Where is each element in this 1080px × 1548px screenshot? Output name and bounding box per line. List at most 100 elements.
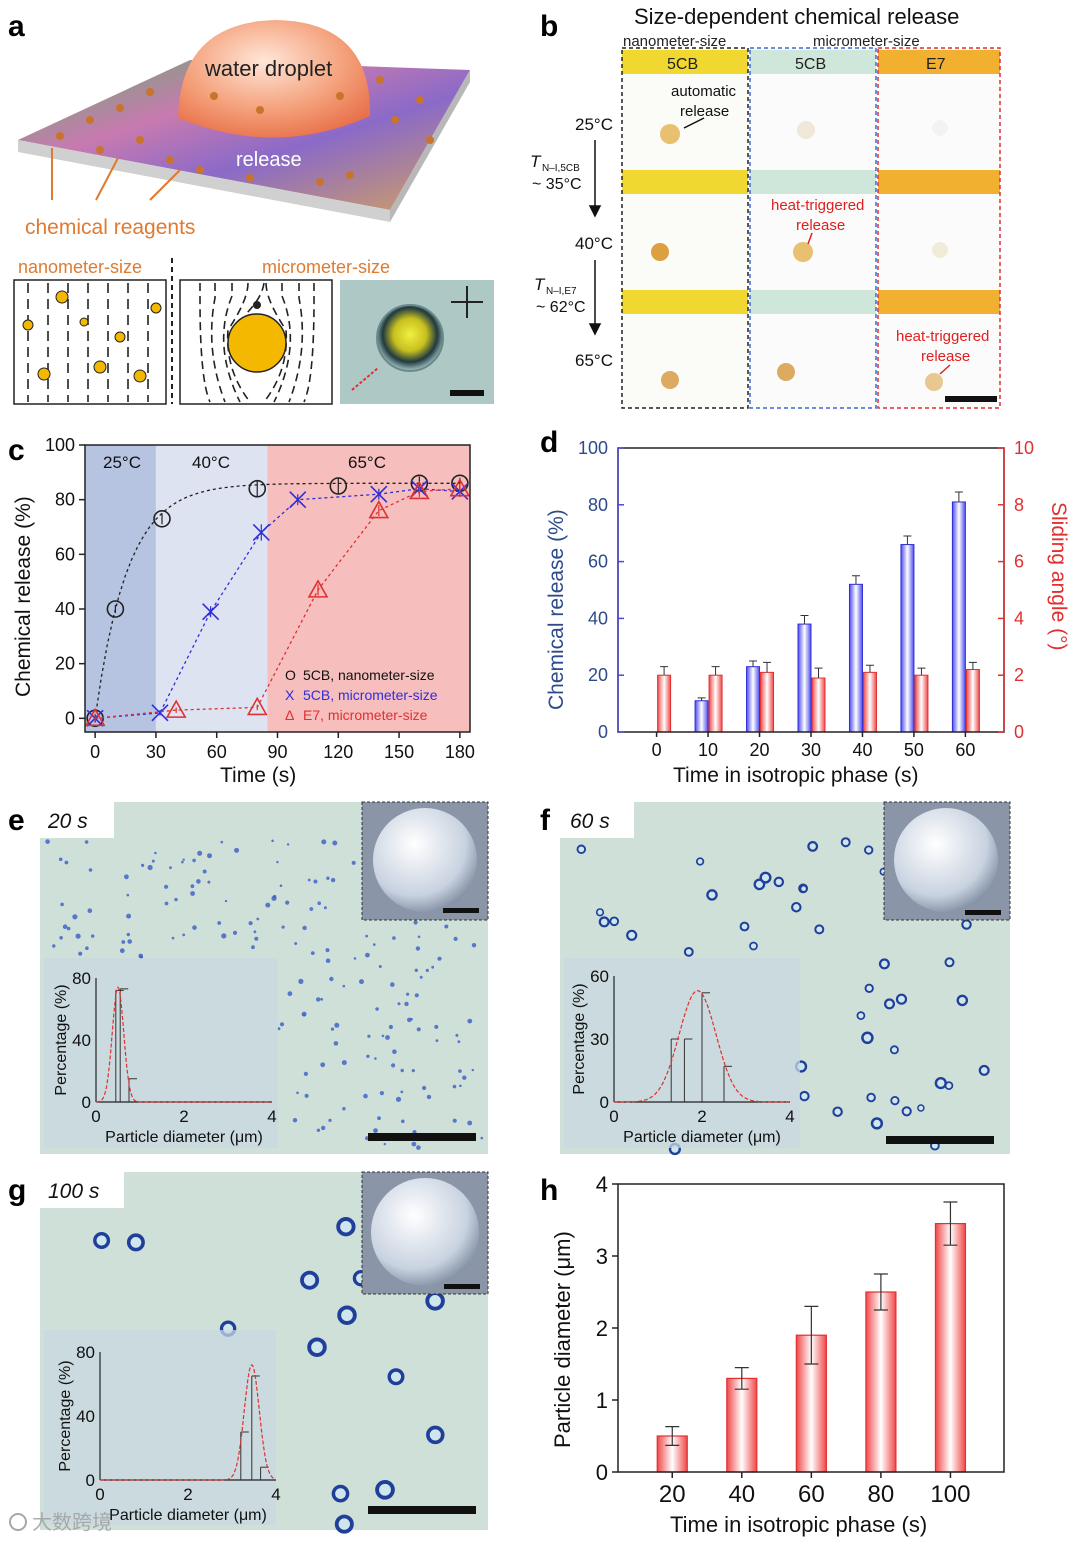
particle (457, 1040, 461, 1044)
particle (60, 902, 64, 907)
particle (271, 895, 277, 901)
c-ytick-label: 0 (65, 708, 75, 728)
d-errbar (917, 667, 926, 676)
particle (367, 1034, 371, 1038)
particle (363, 1093, 368, 1099)
particle (192, 858, 196, 863)
f-time-box (560, 802, 634, 838)
b-temp-40: 40°C (575, 234, 613, 253)
g-droplet-image (371, 1178, 479, 1286)
c-point-micro-5cb (289, 491, 307, 509)
particle (417, 935, 421, 939)
d-bar-sliding (708, 674, 723, 733)
particle (64, 860, 69, 865)
c-point-micro-5cb (252, 523, 270, 542)
particle (281, 925, 285, 929)
particle (287, 991, 293, 997)
particle (251, 945, 255, 950)
c-legend-2: E7, micrometer-size (303, 707, 428, 723)
h-errbar (943, 1201, 958, 1246)
particle (91, 934, 95, 938)
particle (414, 968, 418, 972)
b-t2-label: T (534, 275, 546, 294)
particle (331, 1484, 350, 1503)
hist-xlabel: Particle diameter (μm) (623, 1129, 781, 1146)
particle (598, 916, 610, 928)
c-ytick-label: 100 (45, 435, 75, 455)
d-xtick-label: 40 (852, 740, 872, 760)
particle (84, 840, 89, 844)
b-auto-arrow (683, 117, 705, 129)
particle (404, 1001, 409, 1007)
c-xtick-label: 30 (146, 742, 166, 762)
particle (337, 1305, 357, 1325)
particle (221, 933, 227, 939)
particle (62, 924, 68, 929)
d-errbar (865, 664, 874, 673)
particle (298, 978, 304, 985)
d-bar-release (900, 544, 915, 733)
particle (378, 965, 382, 968)
particle (452, 1084, 457, 1089)
c-point-micro-e7 (165, 699, 187, 718)
particle (85, 946, 89, 950)
d-bar-sliding (657, 674, 672, 733)
c-ytick-label: 80 (55, 490, 75, 510)
hist-ytick-label: 80 (76, 1343, 95, 1362)
b-heat-arrow-1 (807, 232, 813, 245)
particle (459, 1084, 462, 1088)
hist-ylabel: Percentage (%) (53, 984, 70, 1095)
film-edge-side (390, 70, 470, 222)
c-legend: O 5CB, nanometer-size X 5CB, micrometer-… (285, 667, 438, 723)
particle (196, 879, 201, 884)
b-time-arrows (588, 140, 602, 336)
particle (202, 869, 207, 874)
particle (334, 1514, 354, 1534)
particle (397, 1002, 401, 1006)
d-errbar (903, 535, 912, 545)
c-ytick-label: 20 (55, 654, 75, 674)
b-header-strips: 5CB 5CB E7 (622, 50, 1000, 314)
particle (471, 1068, 474, 1072)
particle (66, 926, 71, 931)
particle (416, 1145, 421, 1150)
particle (413, 920, 418, 925)
c-legend-0: 5CB, nanometer-size (303, 667, 435, 683)
d-bar-sliding (811, 677, 826, 733)
h-bar (865, 1291, 897, 1473)
particle (411, 1141, 417, 1147)
particle (467, 1018, 473, 1024)
particle (462, 1075, 467, 1080)
d-y2tick-label: 4 (1014, 608, 1024, 628)
particle (595, 908, 605, 917)
scale-bar (450, 390, 484, 396)
particle (411, 1069, 415, 1073)
particle (147, 864, 153, 871)
particle (395, 1096, 402, 1102)
particle (467, 1120, 473, 1126)
panel-letter-a: a (8, 10, 25, 43)
particle (309, 907, 314, 911)
hist-xlabel: Particle diameter (μm) (105, 1129, 263, 1146)
particle (304, 1093, 309, 1098)
particle (321, 839, 327, 845)
hist-fit-curve (100, 1364, 276, 1481)
g-particles (93, 1217, 445, 1534)
particle (400, 1068, 404, 1073)
particle (773, 876, 785, 888)
particle (695, 857, 705, 866)
particle (87, 908, 93, 913)
particle (316, 997, 321, 1002)
f-droplet-image (894, 808, 998, 912)
particle (303, 1071, 308, 1076)
d-plot (657, 491, 980, 733)
h-errbar (665, 1426, 680, 1446)
c-point-nano-5cb (329, 477, 348, 495)
b-scale-bar (945, 396, 997, 402)
particle (385, 1035, 390, 1040)
d-y2tick-label: 2 (1014, 665, 1024, 685)
particle (366, 1054, 370, 1059)
particle (342, 984, 346, 988)
b-transition-5cb: T N–I,5CB ~ 35°C (530, 152, 582, 193)
